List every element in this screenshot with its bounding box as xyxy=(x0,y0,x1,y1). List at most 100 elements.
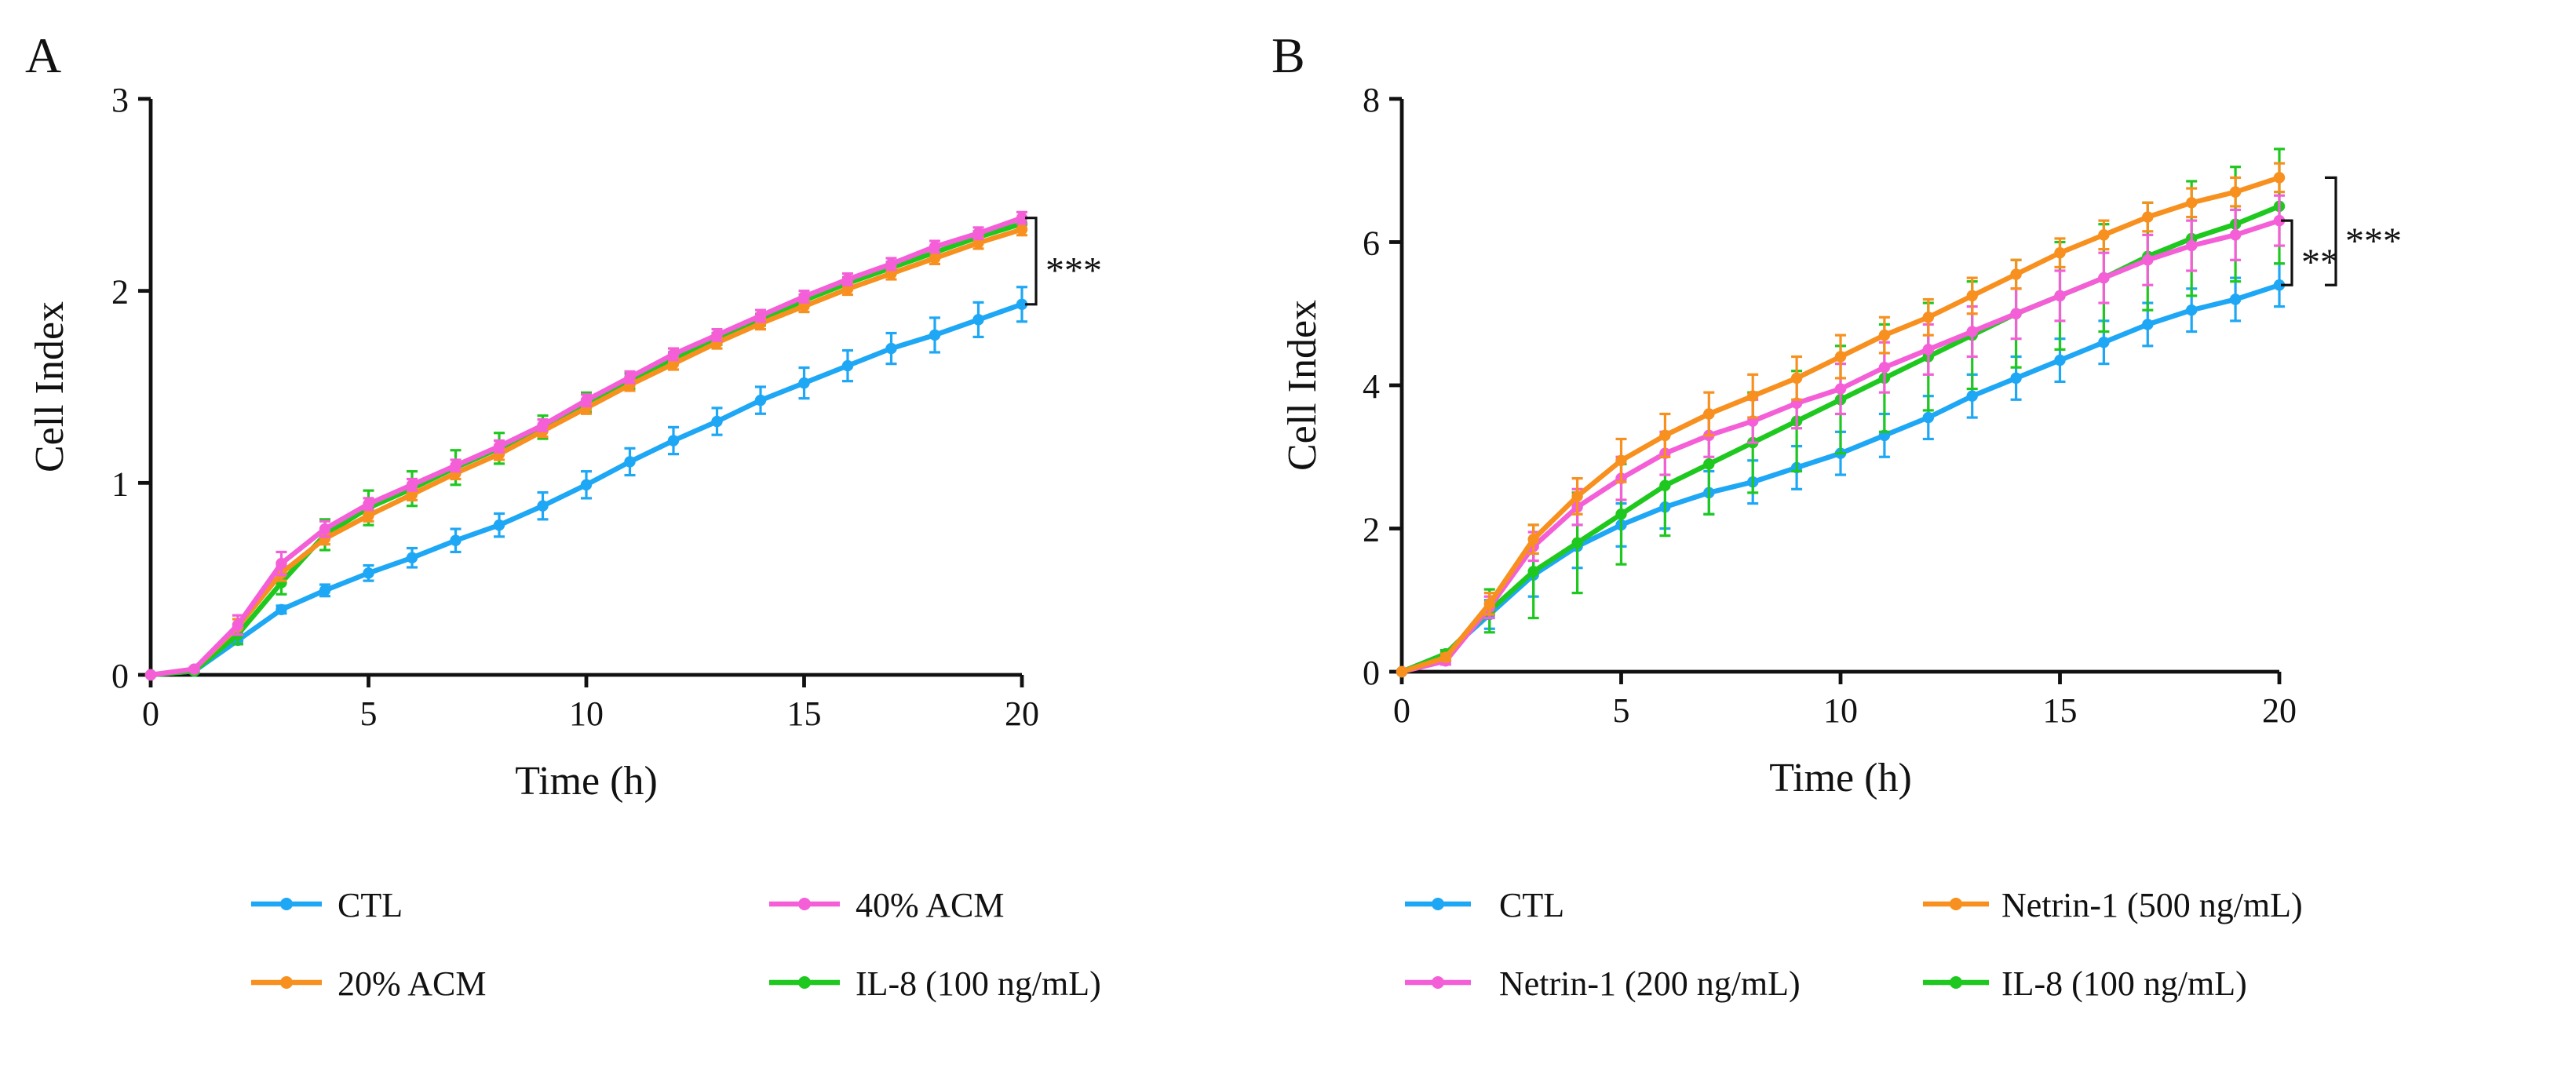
data-point xyxy=(363,567,374,579)
legend-marker xyxy=(1432,898,1444,910)
series-netrin-1-500-ng-ml- xyxy=(1396,162,2286,678)
significance-bracket: *** xyxy=(1025,217,1102,306)
data-point xyxy=(2098,272,2110,284)
x-axis-title: Time (h) xyxy=(1769,756,1912,800)
data-point xyxy=(1834,383,1847,395)
data-point xyxy=(2273,172,2286,184)
x-axis-title: Time (h) xyxy=(515,759,658,804)
data-point xyxy=(319,523,331,535)
legend-marker xyxy=(1432,976,1444,989)
data-point xyxy=(972,314,984,326)
x-tick-label: 5 xyxy=(1613,691,1630,730)
data-point xyxy=(406,552,418,563)
data-point xyxy=(580,394,593,406)
data-point xyxy=(2142,211,2154,223)
legend-label: IL-8 (100 ng/mL) xyxy=(2001,964,2247,1003)
data-point xyxy=(232,619,244,631)
data-point xyxy=(2098,229,2110,241)
panel-label-b: B xyxy=(1272,27,1305,83)
data-point xyxy=(2098,337,2110,348)
y-tick-label: 4 xyxy=(1363,367,1380,406)
data-point xyxy=(275,557,287,570)
y-tick-label: 6 xyxy=(1363,224,1380,263)
data-point xyxy=(1834,351,1847,363)
series-ctl xyxy=(1396,262,2286,678)
data-point xyxy=(754,394,767,406)
legend-label: Netrin-1 (500 ng/mL) xyxy=(2001,886,2303,924)
data-point xyxy=(580,479,593,490)
y-tick-label: 0 xyxy=(111,657,129,695)
data-point xyxy=(1922,344,1934,355)
y-axis-title: Cell Index xyxy=(1280,300,1325,471)
data-point xyxy=(1016,212,1028,224)
data-point xyxy=(1703,458,1715,470)
legend-item: CTL xyxy=(1405,886,1564,924)
data-point xyxy=(319,585,331,596)
data-point xyxy=(885,342,897,355)
y-tick-label: 0 xyxy=(1363,654,1380,692)
data-point xyxy=(1659,479,1671,491)
data-point xyxy=(450,534,462,546)
x-tick-label: 15 xyxy=(2043,691,2078,730)
data-point xyxy=(2229,229,2242,241)
data-point xyxy=(2054,246,2066,259)
data-point xyxy=(1790,372,1803,385)
data-point xyxy=(929,252,941,264)
significance-label: *** xyxy=(2345,221,2402,262)
data-point xyxy=(2142,254,2154,266)
data-point xyxy=(2010,268,2022,280)
data-point xyxy=(1016,224,1028,235)
bracket-line xyxy=(2325,176,2337,286)
series-ctl xyxy=(144,286,1028,681)
data-point xyxy=(2054,290,2066,302)
data-point xyxy=(2186,239,2198,252)
data-point xyxy=(1747,390,1759,402)
data-point xyxy=(188,663,200,675)
x-tick-label: 10 xyxy=(1823,691,1858,730)
significance-label: *** xyxy=(1045,250,1102,292)
data-point xyxy=(1439,651,1452,663)
legend-label: 20% ACM xyxy=(338,964,486,1003)
y-tick-label: 1 xyxy=(111,465,129,503)
data-point xyxy=(1966,290,1978,302)
panel-label-a: A xyxy=(25,27,61,83)
legend-label: IL-8 (100 ng/mL) xyxy=(856,964,1101,1003)
data-point xyxy=(406,479,418,490)
legend-item: 40% ACM xyxy=(769,886,1004,924)
data-point xyxy=(2273,214,2286,227)
data-point xyxy=(1615,454,1627,467)
data-point xyxy=(1922,411,1934,424)
legend-marker xyxy=(1950,976,1962,989)
data-point xyxy=(363,509,374,522)
significance-label: ** xyxy=(2301,242,2339,283)
data-point xyxy=(2010,308,2022,319)
x-tick-label: 20 xyxy=(1005,694,1039,733)
data-point xyxy=(624,456,636,468)
chart-panel-a: 0 1 2 3 0 5 10 15 20 Time (h) Cell Index *** CTL 40% … xyxy=(27,81,1102,1003)
data-point xyxy=(1527,566,1539,578)
data-point xyxy=(2229,186,2242,198)
data-point xyxy=(929,241,941,253)
data-point xyxy=(493,440,505,453)
data-point xyxy=(1016,298,1028,310)
x-tick-label: 5 xyxy=(360,694,378,733)
legend-item: IL-8 (100 ng/mL) xyxy=(769,964,1101,1003)
legend-marker xyxy=(280,898,293,910)
data-point xyxy=(885,258,897,270)
data-point xyxy=(798,290,810,303)
data-point xyxy=(144,669,157,681)
data-point xyxy=(711,415,723,428)
data-point xyxy=(667,348,680,360)
data-point xyxy=(2229,293,2242,305)
data-point xyxy=(841,359,854,372)
x-tick-label: 0 xyxy=(142,694,159,733)
data-point xyxy=(841,273,854,286)
legend-label: CTL xyxy=(338,886,403,924)
significance-bracket: *** xyxy=(2325,176,2402,286)
data-point xyxy=(754,310,767,322)
y-tick-label: 2 xyxy=(111,273,129,312)
x-tick-label: 10 xyxy=(569,694,604,733)
x-tick-label: 15 xyxy=(787,694,822,733)
data-point xyxy=(1483,598,1496,610)
data-point xyxy=(1396,665,1408,678)
